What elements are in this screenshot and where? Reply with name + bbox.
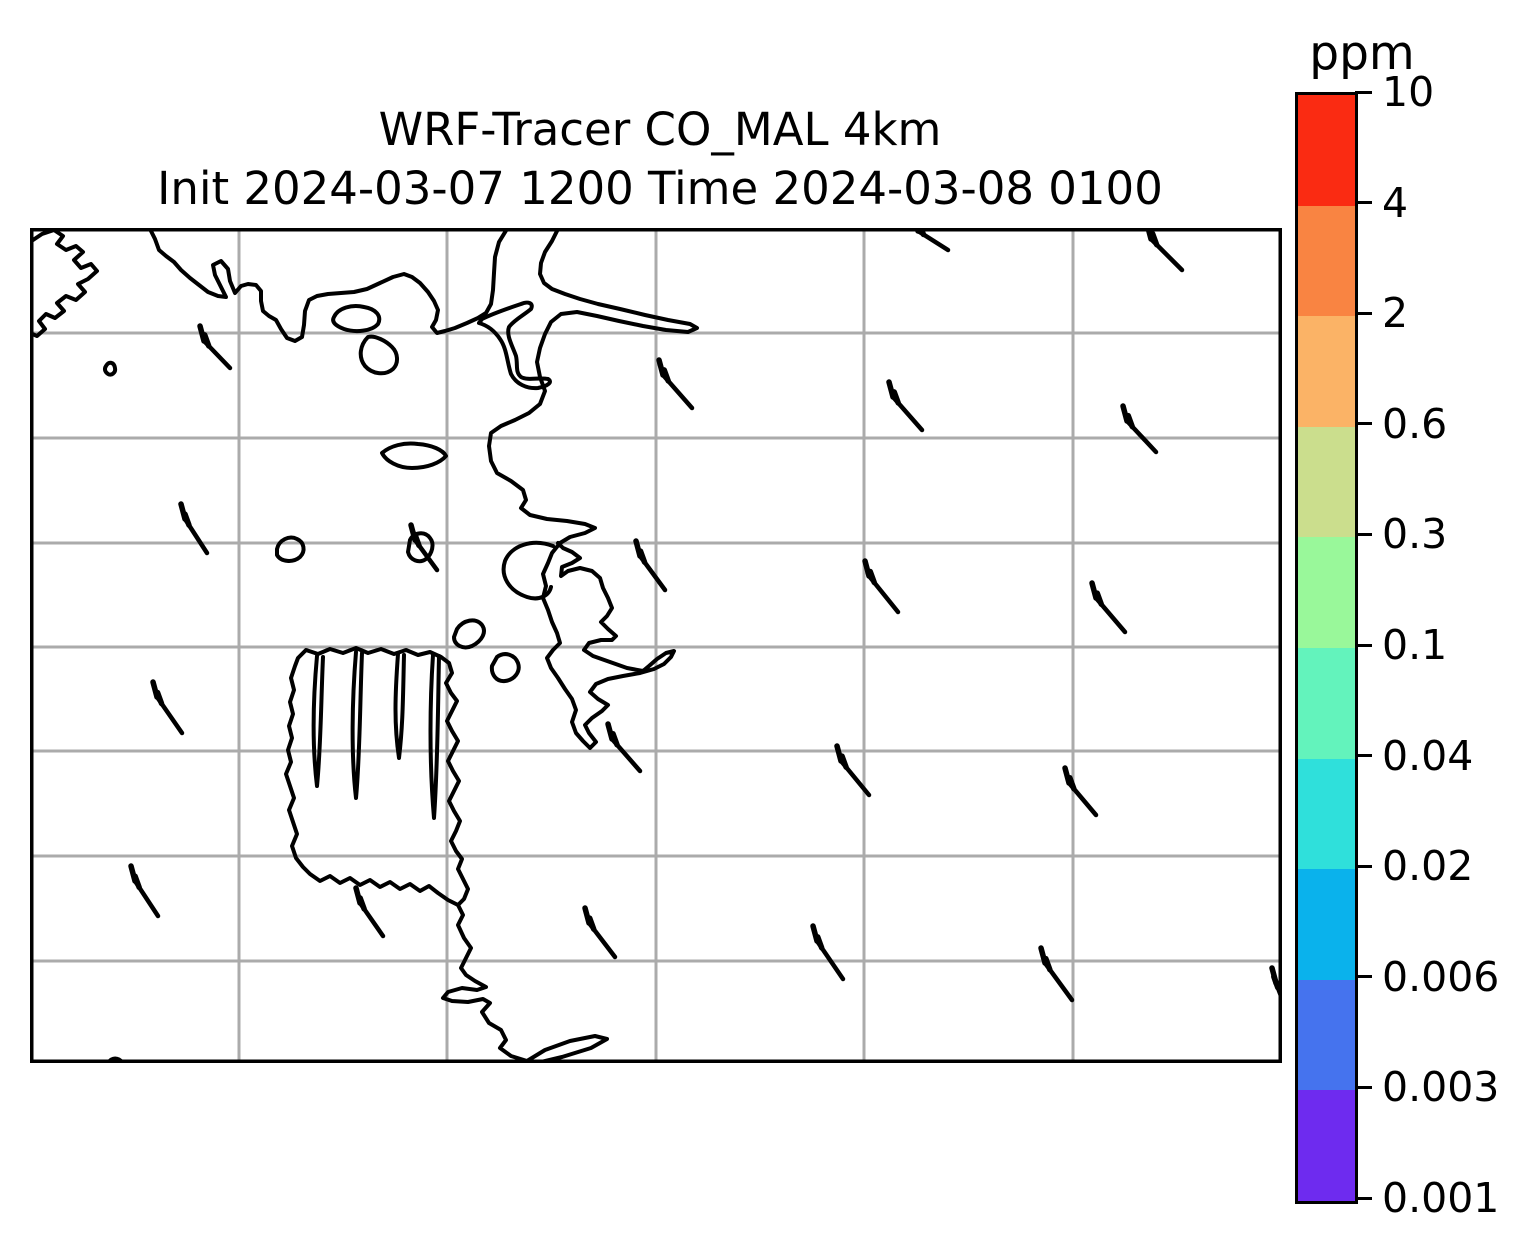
wind-barb-stroke xyxy=(891,389,901,406)
coastline-island-west xyxy=(380,441,448,470)
coastline-fjord-1 xyxy=(311,654,325,788)
wind-barb-icon xyxy=(1038,945,1075,1003)
coastline-fjord-4 xyxy=(428,653,441,820)
map-panel xyxy=(30,228,1282,1063)
wind-barb-stroke xyxy=(1094,590,1104,607)
colorbar-tick-mark xyxy=(1355,864,1372,868)
wind-barb-stroke xyxy=(1043,955,1053,973)
coastline-east-channel-spit xyxy=(441,903,609,1063)
coastline-southwest-landmass xyxy=(284,646,470,907)
colorbar-segment xyxy=(1298,426,1355,538)
colorbar-unit-label: ppm xyxy=(1309,26,1415,81)
wind-barb-icon xyxy=(178,501,210,556)
colorbar-segment xyxy=(1298,647,1355,759)
colorbar-tick-mark xyxy=(1355,754,1372,758)
colorbar-tick-label: 0.02 xyxy=(1382,842,1474,891)
colorbar-tick-mark xyxy=(1355,90,1372,94)
wind-barb-stroke xyxy=(357,895,367,912)
wind-barb-icon xyxy=(633,538,668,593)
colorbar-segment xyxy=(1298,758,1355,870)
colorbar-tick-mark xyxy=(1355,643,1372,647)
wind-barb-stroke xyxy=(412,531,422,549)
colorbar-segment xyxy=(1298,537,1355,648)
colorbar-tick-label: 0.3 xyxy=(1382,510,1448,559)
coastline-northwest-blob xyxy=(30,228,99,338)
wind-barb-stroke xyxy=(1149,230,1160,248)
coastline-islet-tiny xyxy=(102,360,118,377)
figure-title: WRF-Tracer CO_MAL 4km Init 2024-03-07 12… xyxy=(30,100,1290,218)
wind-barb-icon xyxy=(862,558,901,615)
map-canvas xyxy=(30,228,1282,1063)
wind-barb-icon xyxy=(353,885,386,939)
wind-barb-stroke xyxy=(201,332,212,349)
wind-barb-icon xyxy=(408,522,440,573)
wind-barb-stroke xyxy=(839,753,849,770)
wind-barb-stroke xyxy=(154,689,165,707)
wind-barb-stroke xyxy=(182,511,192,528)
coastline-north-coast xyxy=(148,228,509,343)
wind-barb-stroke xyxy=(586,915,597,932)
wind-barb-stroke xyxy=(1067,775,1077,792)
colorbar-tick-label: 2 xyxy=(1382,289,1409,338)
wind-barb-stroke xyxy=(610,731,620,748)
colorbar-segment xyxy=(1298,316,1355,427)
wind-barb-icon xyxy=(1120,403,1159,455)
colorbar-tick-mark xyxy=(1355,311,1372,315)
colorbar-segment xyxy=(1298,869,1355,980)
wind-barb-stroke xyxy=(661,367,671,384)
wind-barb-stroke xyxy=(637,548,648,565)
wind-barb-stroke xyxy=(1120,403,1130,424)
colorbar-segment xyxy=(1298,979,1355,1091)
wind-barb-stroke xyxy=(132,873,142,891)
wind-barb-icon xyxy=(197,323,233,371)
coastline-inland-lake xyxy=(331,304,382,334)
colorbar-tick-label: 0.04 xyxy=(1382,731,1474,780)
coastline-islet-c xyxy=(275,535,306,563)
colorbar-segment xyxy=(1298,205,1355,317)
wind-barb-icon xyxy=(605,721,643,774)
colorbar-segment xyxy=(1298,95,1355,206)
wind-barb-icon xyxy=(128,863,161,919)
wind-barb-icon xyxy=(150,679,185,736)
wind-barb-icon xyxy=(810,923,846,982)
colorbar-tick-mark xyxy=(1355,532,1372,536)
coastline-channel-spit-archipelago xyxy=(487,228,699,750)
wind-barb-icon xyxy=(886,379,925,433)
colorbar-tick-label: 0.003 xyxy=(1382,1063,1500,1112)
colorbar-tick-label: 0.001 xyxy=(1382,1174,1500,1222)
wind-barb-stroke xyxy=(1125,412,1135,430)
colorbar-tick-mark xyxy=(1355,1196,1372,1200)
wind-barb-icon xyxy=(834,743,872,798)
coastline-leg-peninsula xyxy=(477,300,552,391)
wind-barb-icon xyxy=(1062,765,1099,818)
wind-barb-icon xyxy=(656,357,695,411)
wind-barb-icon xyxy=(582,905,618,960)
colorbar-segment xyxy=(1298,1090,1355,1201)
colorbar-tick-mark xyxy=(1355,975,1372,979)
map-frame xyxy=(30,228,1282,1063)
wind-barb-stroke xyxy=(867,568,877,586)
colorbar-tick-label: 0.006 xyxy=(1382,952,1500,1001)
wind-barb-icon xyxy=(1145,228,1185,273)
wind-barb-stroke xyxy=(1271,973,1281,991)
title-line-2: Init 2024-03-07 1200 Time 2024-03-08 010… xyxy=(157,162,1163,215)
colorbar-tick-label: 0.1 xyxy=(1382,621,1448,669)
coastline-ne-islet-1 xyxy=(452,618,486,650)
wind-barb-icon xyxy=(1089,580,1128,635)
colorbar-tick-mark xyxy=(1355,201,1372,205)
coastline-west-bay-arc xyxy=(501,540,555,601)
colorbar xyxy=(1295,92,1358,1204)
colorbar-tick-label: 0.6 xyxy=(1382,399,1448,448)
coastline-fjord-2 xyxy=(350,650,364,800)
coastline-islet-d xyxy=(406,531,435,564)
colorbar-tick-label: 4 xyxy=(1382,178,1409,227)
title-line-1: WRF-Tracer CO_MAL 4km xyxy=(378,103,942,156)
wind-barb-stroke xyxy=(814,934,825,951)
coastline-fjord-3 xyxy=(393,652,406,760)
coastline-ne-islet-2 xyxy=(489,652,521,684)
colorbar-tick-mark xyxy=(1355,422,1372,426)
coastline-boot-inlet xyxy=(358,334,399,376)
colorbar-tick-mark xyxy=(1355,1085,1372,1089)
colorbar-tick-label: 10 xyxy=(1382,68,1435,116)
